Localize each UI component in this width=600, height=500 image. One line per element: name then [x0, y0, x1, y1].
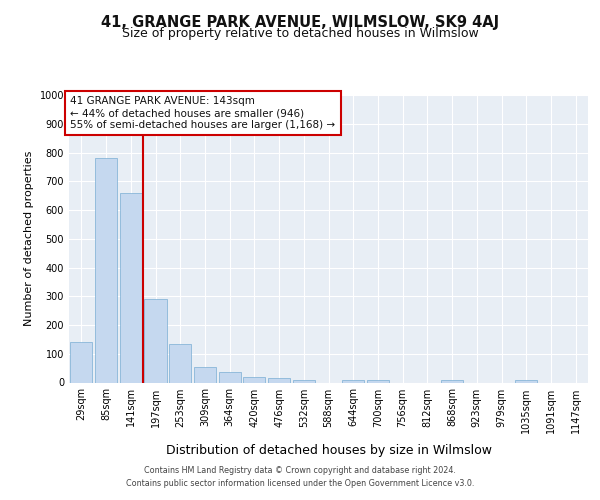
- Bar: [169, 344, 191, 382]
- Bar: [515, 380, 538, 382]
- X-axis label: Distribution of detached houses by size in Wilmslow: Distribution of detached houses by size …: [166, 444, 491, 457]
- Bar: [218, 372, 241, 382]
- Text: Contains HM Land Registry data © Crown copyright and database right 2024.
Contai: Contains HM Land Registry data © Crown c…: [126, 466, 474, 487]
- Bar: [342, 380, 364, 382]
- Bar: [194, 366, 216, 382]
- Bar: [70, 342, 92, 382]
- Bar: [119, 193, 142, 382]
- Text: 41 GRANGE PARK AVENUE: 143sqm
← 44% of detached houses are smaller (946)
55% of : 41 GRANGE PARK AVENUE: 143sqm ← 44% of d…: [70, 96, 335, 130]
- Text: 41, GRANGE PARK AVENUE, WILMSLOW, SK9 4AJ: 41, GRANGE PARK AVENUE, WILMSLOW, SK9 4A…: [101, 15, 499, 30]
- Bar: [95, 158, 117, 382]
- Bar: [145, 299, 167, 382]
- Bar: [268, 378, 290, 382]
- Bar: [243, 377, 265, 382]
- Text: Size of property relative to detached houses in Wilmslow: Size of property relative to detached ho…: [122, 28, 478, 40]
- Y-axis label: Number of detached properties: Number of detached properties: [24, 151, 34, 326]
- Bar: [293, 380, 315, 382]
- Bar: [441, 380, 463, 382]
- Bar: [367, 380, 389, 382]
